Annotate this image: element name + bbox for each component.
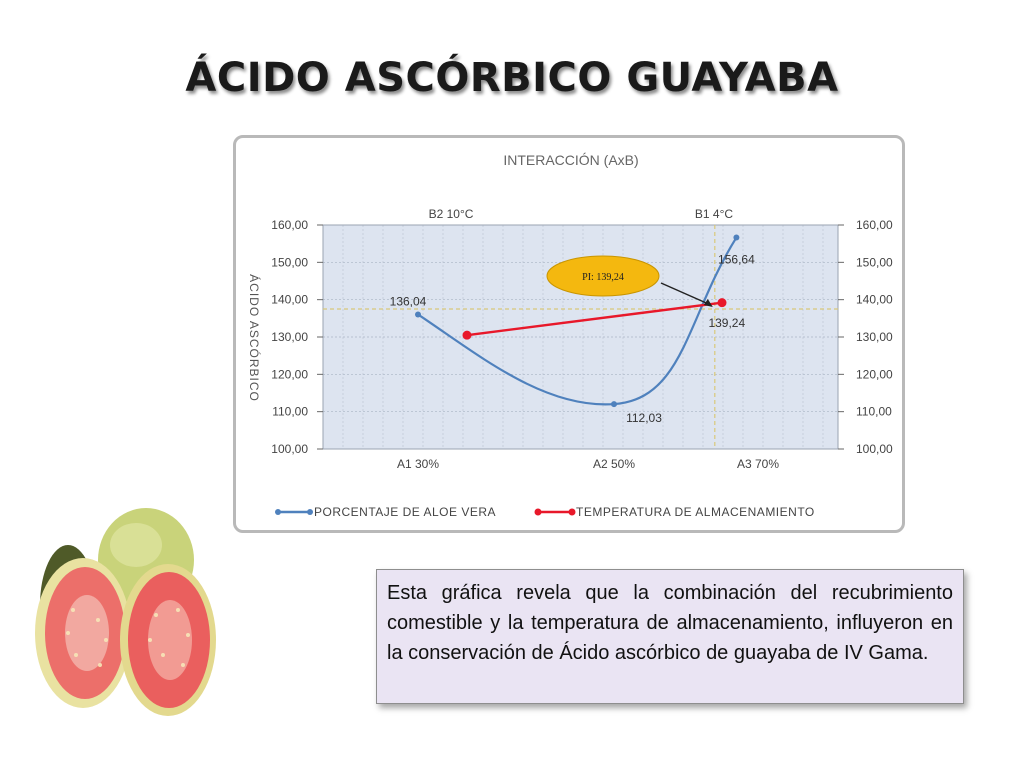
- data-label: 136,04: [390, 294, 427, 308]
- interaction-chart: INTERACCIÓN (AxB) 100,00 100,00 110,00 110,…: [247, 152, 893, 519]
- y-axis-label: ÁCIDO ASCÓRBICO: [247, 274, 262, 402]
- y-tick-label-right: 110,00: [856, 405, 892, 419]
- caption-box: Esta gráfica revela que la combinación d…: [376, 569, 964, 704]
- data-label: 112,03: [626, 411, 662, 425]
- y-tick-label-right: 130,00: [856, 330, 893, 344]
- y-tick-label-left: 140,00: [271, 293, 308, 307]
- legend-marker-aloe-vera: [275, 509, 281, 515]
- y-tick-label-left: 160,00: [271, 218, 308, 232]
- series-point-temperatura: [717, 298, 727, 308]
- y-tick-label-right: 140,00: [856, 293, 893, 307]
- slide-title: ÁCIDO ASCÓRBICO GUAYABA: [185, 55, 839, 101]
- y-tick-label-right: 120,00: [856, 367, 893, 381]
- series-point-temperatura: [462, 330, 472, 340]
- legend-marker-temperatura: [534, 508, 542, 516]
- chart-title: INTERACCIÓN (AxB): [503, 152, 638, 168]
- legend-label-aloe-vera: PORCENTAJE DE ALOE VERA: [314, 505, 496, 519]
- series-line-temperatura: [466, 301, 723, 337]
- callout-ellipse: [546, 255, 660, 297]
- x-tick-label: A2 50%: [593, 457, 635, 471]
- x-tick-label: A3 70%: [737, 457, 779, 471]
- chart-frame: INTERACCIÓN (AxB) 100,00 100,00 110,00 110,…: [233, 135, 905, 533]
- callout-text: PI: 139,24: [582, 272, 624, 283]
- callout-arrow: [660, 282, 712, 306]
- legend-marker-aloe-vera: [307, 509, 313, 515]
- y-tick-label-left: 130,00: [271, 330, 308, 344]
- guava-image: [35, 508, 216, 716]
- series-point-aloe-vera: [733, 234, 740, 241]
- legend-marker-temperatura: [568, 508, 576, 516]
- top-label-b1: B1 4°C: [695, 207, 733, 221]
- x-tick-label: A1 30%: [397, 457, 439, 471]
- y-tick-label-right: 150,00: [856, 255, 893, 269]
- y-tick-label-right: 160,00: [856, 218, 893, 232]
- y-tick-label-left: 100,00: [271, 442, 308, 456]
- legend-label-temperatura: TEMPERATURA DE ALMACENAMIENTO: [576, 505, 815, 519]
- intersection-label: 139,24: [708, 316, 745, 330]
- data-label: 156,64: [718, 253, 755, 267]
- top-label-b2: B2 10°C: [429, 207, 474, 221]
- series-point-aloe-vera: [611, 401, 617, 408]
- y-tick-label-left: 110,00: [272, 405, 308, 419]
- series-point-aloe-vera: [415, 311, 421, 318]
- y-tick-label-left: 150,00: [271, 255, 308, 269]
- y-tick-label-right: 100,00: [856, 442, 893, 456]
- callout-arrowhead: [703, 299, 713, 307]
- y-tick-label-left: 120,00: [271, 367, 308, 381]
